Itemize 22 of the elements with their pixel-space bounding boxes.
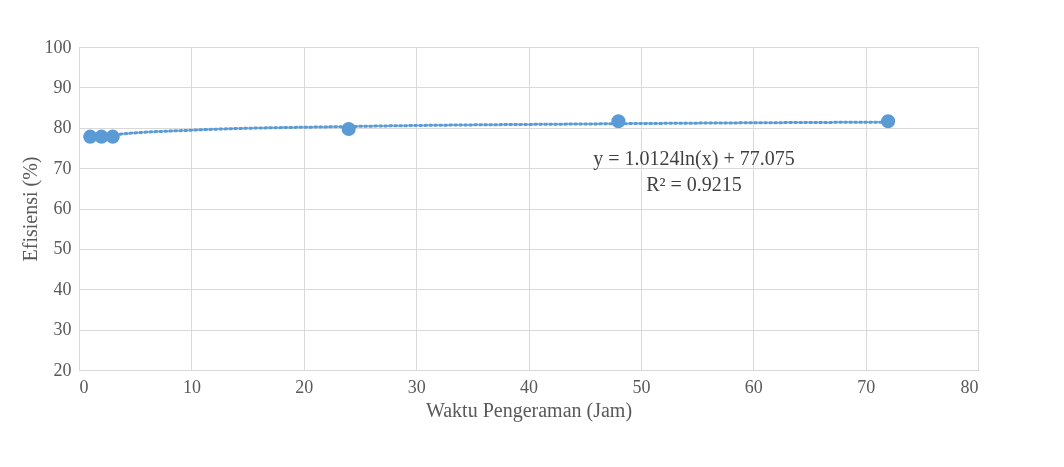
y-tick-label: 40	[53, 278, 72, 299]
y-tick-label: 80	[53, 117, 72, 138]
x-axis-title: Waktu Pengeraman (Jam)	[425, 398, 633, 422]
y-tick-label: 60	[53, 198, 72, 218]
x-tick-label: 10	[182, 376, 201, 397]
y-axis-title: Efisiensi (%)	[18, 156, 42, 262]
x-tick-label: 80	[960, 376, 979, 397]
x-tick-label: 60	[744, 376, 763, 397]
x-tick-label: 40	[520, 376, 538, 397]
y-tick-label: 20	[53, 359, 72, 380]
annotation: y = 1.0124ln(x) + 77.075	[593, 147, 795, 170]
x-tick-label: 0	[79, 376, 89, 397]
y-tick-label: 30	[53, 319, 72, 340]
x-tick-label: 30	[407, 376, 426, 397]
y-tick-label: 90	[53, 76, 72, 97]
x-tick-label: 70	[857, 376, 876, 397]
x-tick-label: 20	[295, 376, 314, 397]
y-tick-label: 50	[53, 238, 72, 259]
y-tick-label: 100	[44, 36, 72, 57]
x-tick-label: 50	[632, 376, 651, 397]
annotation: R² = 0.9215	[646, 173, 742, 195]
y-tick-label: 70	[53, 157, 72, 178]
